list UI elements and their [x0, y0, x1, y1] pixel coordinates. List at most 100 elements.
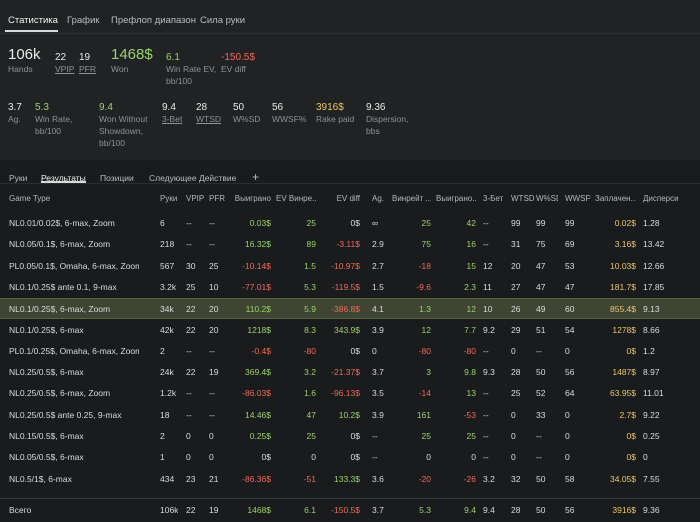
header-winrate[interactable]: Винрейт ... [392, 194, 431, 203]
header-game-type[interactable]: Game Type [9, 194, 51, 203]
table-total-row[interactable]: Всего 106k 22 19 1468$ 6.1 -150.5$ 3.7 5.3 9.4 9.4… [0, 500, 700, 521]
table-row[interactable]: NL0.5/1$, 6-max 434 23 21 -86.36$ -51 133.3$ 3.… [0, 469, 700, 490]
cell-wwsf: 56 [565, 505, 575, 515]
stat-rake-paid: 3916$ Rake paid [316, 102, 354, 125]
table-row[interactable]: NL0.05/0.1$, 6-max, Zoom 218 -- -- 16.32$ 89 -… [0, 234, 700, 255]
table-row[interactable]: PL0.05/0.1$, Omaha, 6-max, Zoom 567 30 25 -1… [0, 256, 700, 277]
cell-dispersion: 1.28 [643, 218, 660, 228]
cell-ev-winrate: -51 [303, 473, 316, 484]
cell-won: 369.4$ [245, 367, 271, 378]
cell-game-type: NL0.1/0.25$ ante 0.1, 9-max [9, 281, 117, 292]
stat-label: Rake paid [316, 114, 355, 124]
cell-3bet: 11 [483, 281, 492, 292]
cell-winrate: 5.3 [419, 505, 431, 515]
header-vpip[interactable]: VPIP [186, 194, 204, 203]
header-rake[interactable]: Заплачен... [595, 194, 636, 203]
cell-dispersion: 9.36 [643, 505, 660, 515]
cell-rake: 855.4$ [610, 304, 636, 315]
cell-hands: 1.2k [160, 388, 177, 399]
cell-winrate: 25 [421, 431, 431, 441]
cell-hands: 2 [160, 345, 165, 356]
tab-positions[interactable]: Позиции [100, 173, 134, 183]
header-pfr[interactable]: PFR [209, 194, 225, 203]
cell-wtsd: 0 [511, 431, 516, 441]
table-row[interactable]: NL0.25/0.5$, 6-max 24k 22 19 369.4$ 3.2 -21.37… [0, 362, 700, 383]
header-3bet[interactable]: 3-Бет [483, 194, 504, 203]
cell-hands: 2 [160, 431, 165, 441]
cell-vpip: 22 [186, 505, 196, 515]
header-dispersion[interactable]: Дисперси... [643, 194, 679, 203]
cell-ev-winrate: 47 [306, 409, 316, 420]
cell-dispersion: 11.01 [643, 388, 664, 399]
cell-wwsf: 47 [565, 281, 575, 292]
table-header: Game Type Руки VPIP PFR Выиграно EV Винре... E… [0, 189, 700, 209]
cell-wtsd: 20 [511, 260, 521, 271]
stat-pfr: 19 PFR [79, 52, 96, 75]
tab-hands[interactable]: Руки [9, 173, 28, 183]
cell-game-type: NL0.05/0.5$, 6-max [9, 452, 84, 463]
cell-vpip: 30 [186, 260, 196, 271]
stat-label[interactable]: PFR [79, 64, 96, 74]
cell-vpip: -- [186, 239, 192, 250]
cell-3bet: 9.3 [483, 367, 495, 378]
table-row[interactable]: NL0.1/0.25$, 6-max 42k 22 20 1218$ 8.3 343.9$ 3… [0, 320, 700, 341]
table-row[interactable]: NL0.1/0.25$, 6-max, Zoom 34k 22 20 110.2$ 5.9… [0, 298, 700, 320]
stat-label[interactable]: WTSD [196, 114, 222, 124]
cell-vpip: -- [186, 218, 192, 228]
cell-wtsd: 25 [511, 388, 521, 399]
table-row[interactable]: NL0.1/0.25$ ante 0.1, 9-max 3.2k 25 10 -77.0… [0, 277, 700, 298]
tab-preflop-range[interactable]: Префлоп диапазон [111, 15, 196, 26]
cell-ev-winrate: 5.9 [304, 304, 316, 315]
cell-hands: 24k [160, 367, 174, 378]
stat-value: 22 [55, 52, 67, 63]
stat-ev-diff: -150.5$ EV diff [221, 52, 255, 75]
header-won-wo-sd[interactable]: Выиграно... [436, 194, 476, 203]
cell-won: 110.2$ [245, 304, 271, 315]
cell-ev-winrate: 5.3 [304, 281, 316, 292]
header-wtsd[interactable]: WTSD [511, 194, 535, 203]
stat-value: 1468$ [111, 46, 153, 63]
header-wwsf[interactable]: WWSF% [565, 194, 591, 203]
cell-ag: 4.1 [372, 304, 384, 315]
table-row[interactable]: NL0.05/0.5$, 6-max 1 0 0 0$ 0 0$ -- 0 0 -- 0 -- 0 0$ 0 [0, 447, 700, 468]
cell-vpip: 22 [186, 304, 196, 315]
header-ev-diff[interactable]: EV diff [336, 194, 360, 203]
cell-wtsd: 0 [511, 409, 516, 420]
header-ev-winrate[interactable]: EV Винре... [276, 194, 316, 203]
cell-dispersion: 8.97 [643, 367, 660, 378]
cell-pfr: 20 [209, 304, 219, 315]
stat-label[interactable]: 3-Bet [162, 114, 183, 124]
cell-hands: 18 [160, 409, 170, 420]
stat-value: 3916$ [316, 102, 344, 113]
table-row[interactable]: NL0.01/0.02$, 6-max, Zoom 6 -- -- 0.03$ 25 0$ ∞… [0, 213, 700, 234]
cell-won-wo-sd: 7.7 [464, 324, 476, 335]
cell-ag: ∞ [372, 218, 379, 228]
cell-pfr: 0 [209, 431, 214, 441]
header-won[interactable]: Выиграно [234, 194, 271, 203]
add-tab-button[interactable]: + [252, 170, 260, 184]
tab-next-action[interactable]: Следующее Действие [149, 173, 237, 183]
cell-won: -0.4$ [251, 345, 271, 356]
cell-pfr: 0 [209, 452, 214, 463]
cell-dispersion: 17.85 [643, 281, 665, 292]
tab-statistics[interactable]: Статистика [8, 15, 58, 26]
cell-wwsf: 69 [565, 239, 575, 250]
header-hands[interactable]: Руки [160, 194, 178, 203]
table-row[interactable]: NL0.15/0.5$, 6-max 2 0 0 0.25$ 25 0$ -- 25 25 -- 0 -… [0, 426, 700, 447]
header-wsd[interactable]: W%SD [536, 194, 558, 203]
tab-results[interactable]: Результаты [41, 173, 86, 183]
tab-hand-strength[interactable]: Сила руки [200, 15, 246, 26]
table-row[interactable]: PL0.1/0.25$, Omaha, 6-max, Zoom 2 -- -- -0.4… [0, 341, 700, 362]
table-row[interactable]: NL0.25/0.5$ ante 0.25, 9-max 18 -- -- 14.46$… [0, 405, 700, 426]
table-row[interactable]: NL0.25/0.5$, 6-max, Zoom 1.2k -- -- -86.03$ 1… [0, 383, 700, 404]
cell-wwsf: 54 [565, 324, 575, 335]
tab-graph[interactable]: График [67, 15, 100, 26]
stat-label[interactable]: VPIP [55, 64, 75, 74]
header-ag[interactable]: Ag. [372, 194, 385, 203]
cell-ag: 3.9 [372, 324, 384, 335]
stat-label: Won [111, 64, 129, 74]
cell-ag: 3.5 [372, 388, 384, 399]
cell-wwsf: 53 [565, 260, 575, 271]
cell-rake: 1487$ [612, 367, 636, 378]
cell-pfr: -- [209, 409, 215, 420]
